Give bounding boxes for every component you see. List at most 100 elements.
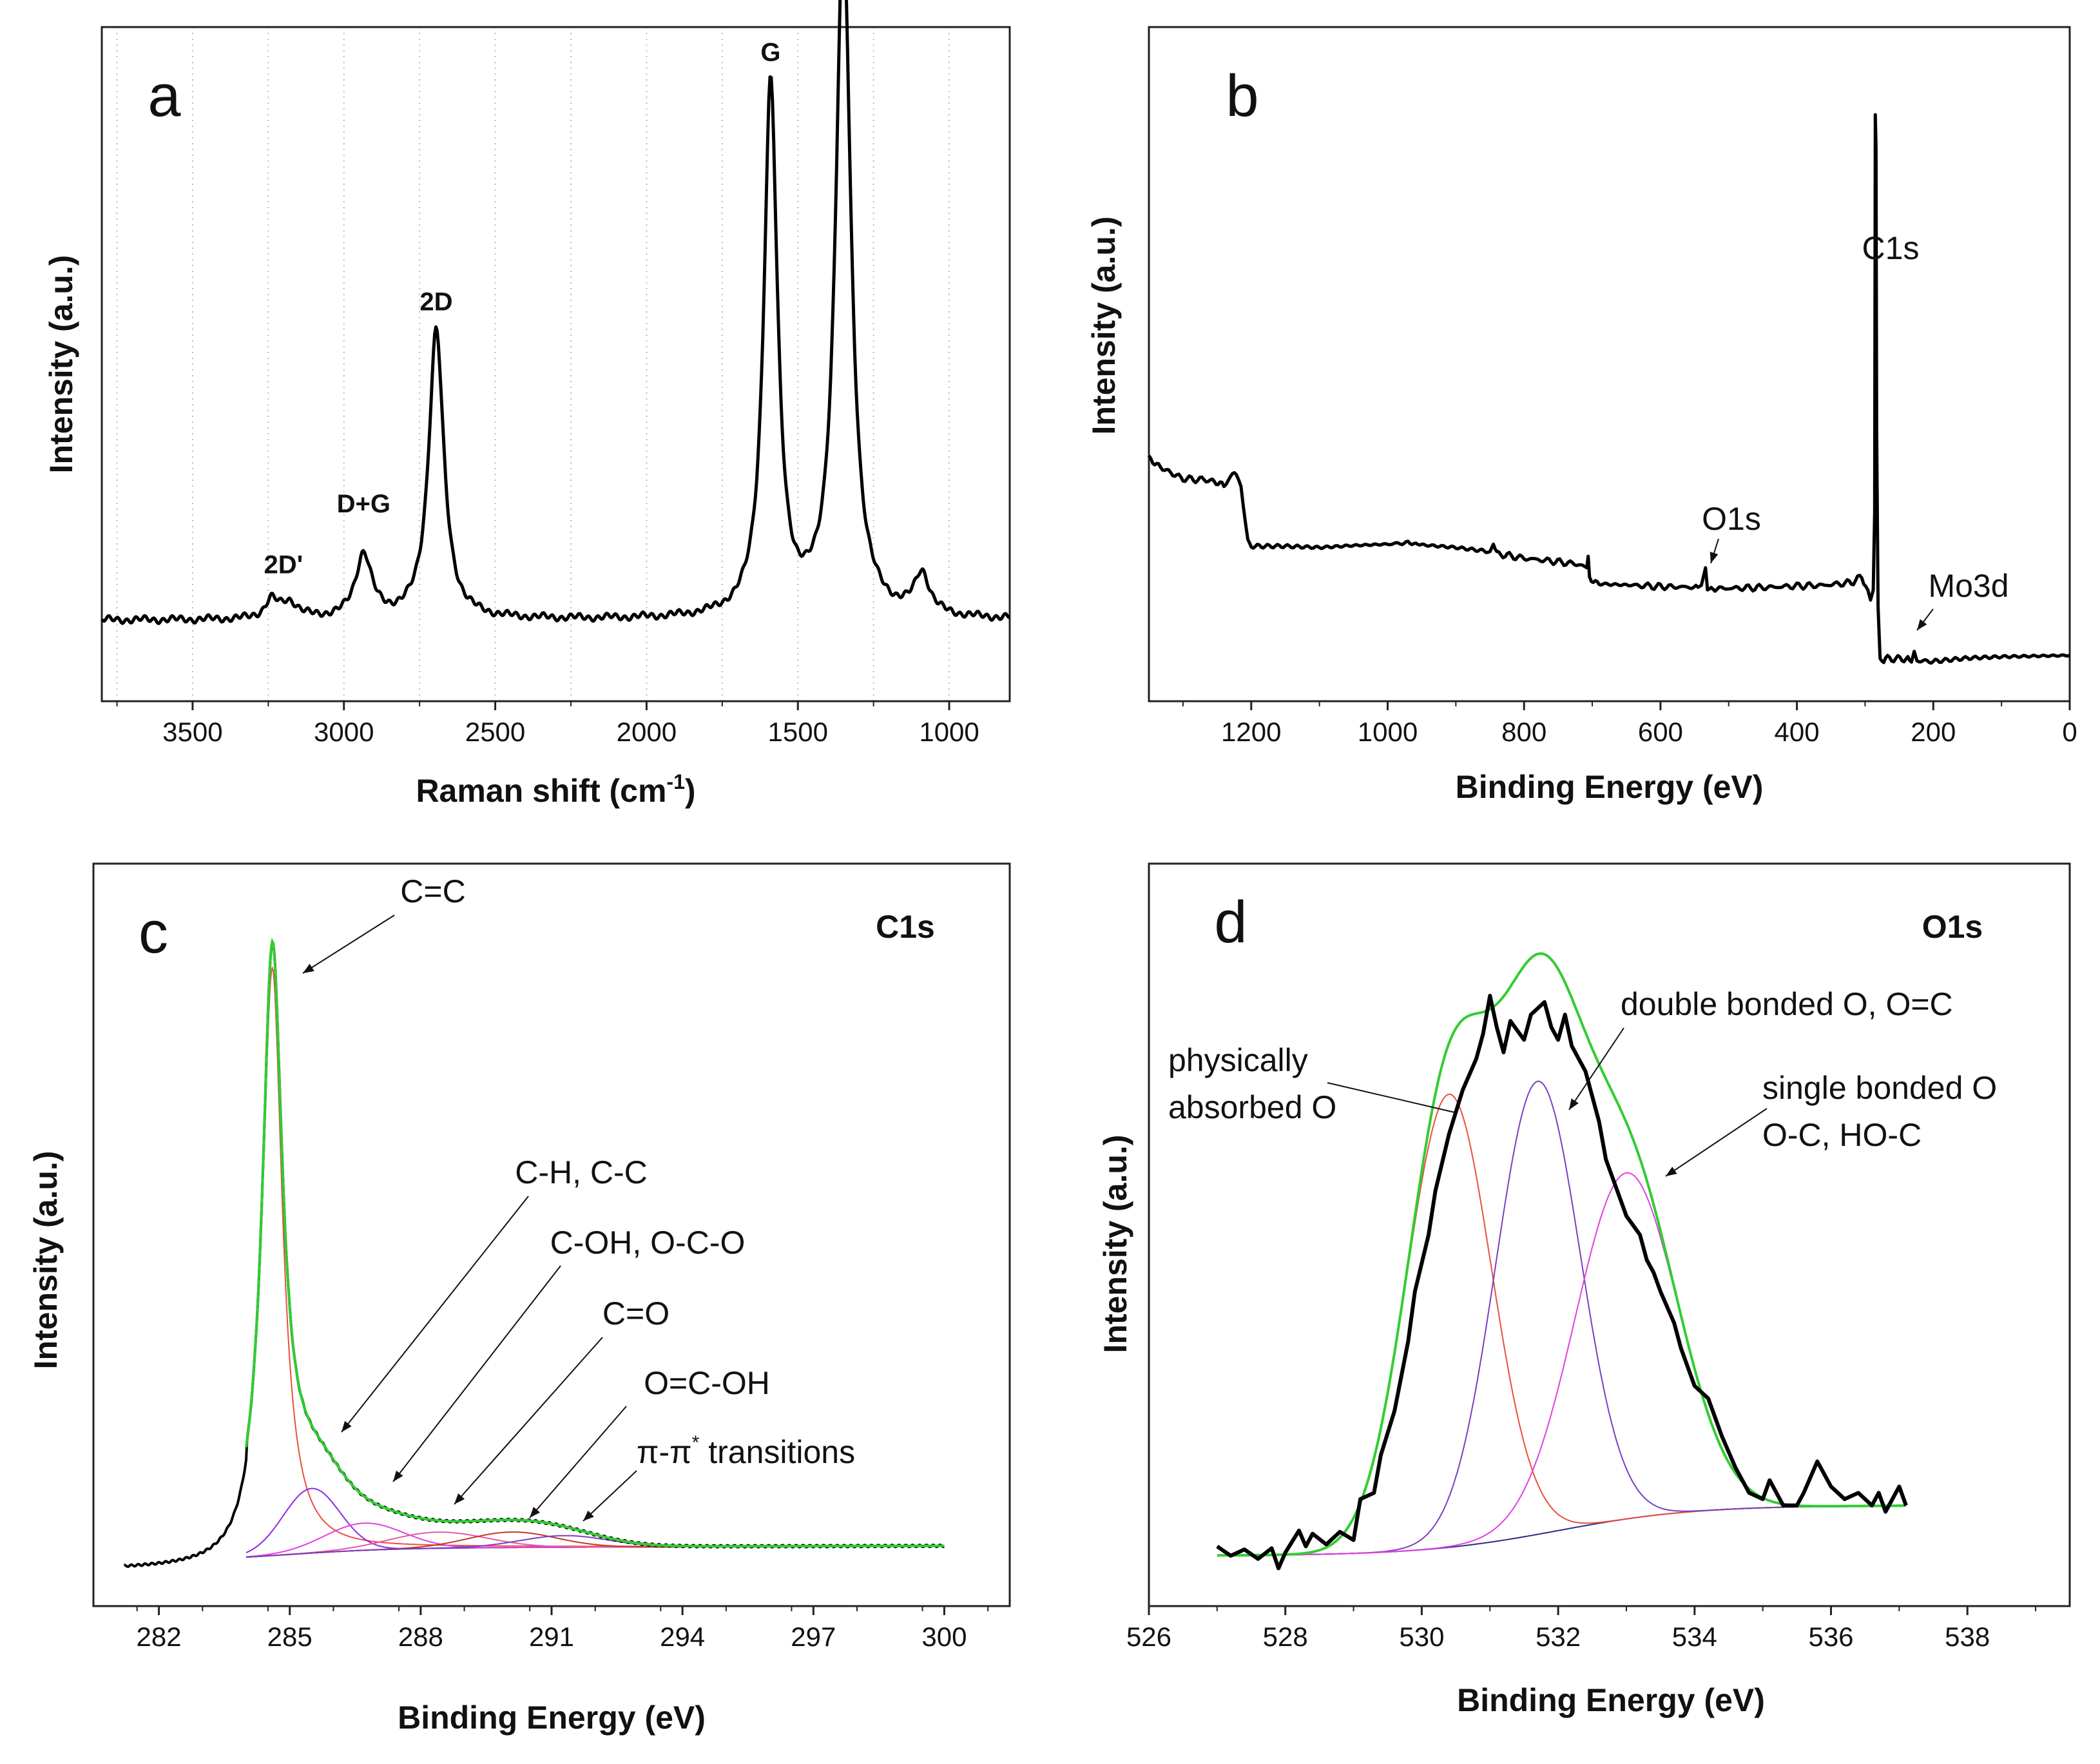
c-annotation-pipi-main: π-π: [637, 1434, 692, 1470]
c-series-envelope: [245, 937, 945, 1548]
c-series-experimental: [124, 939, 945, 1568]
c-arrow-chcc-line: [341, 1196, 529, 1433]
a-xlabel-sup: -1: [666, 770, 684, 793]
d-xtick-label: 532: [1536, 1622, 1581, 1652]
c-annotation-cc: C=C: [400, 873, 465, 909]
c-xtick-label: 294: [660, 1622, 705, 1652]
c-arrow-pipi-head: [583, 1510, 594, 1521]
d-xtick-label: 530: [1399, 1622, 1444, 1652]
b-xtick-label: 0: [2062, 717, 2077, 747]
d-xtick-label: 534: [1672, 1622, 1717, 1652]
d-ylabel: Intensity (a.u.): [1097, 1135, 1133, 1353]
d-annotation-phys-1: physically: [1168, 1042, 1308, 1078]
d-arrow-double-line: [1568, 1027, 1624, 1110]
c-arrow-co-head: [454, 1493, 465, 1504]
panel-d-o1s: 526 528 530 532 534 536 538 physically absorbed …: [1097, 862, 2071, 1718]
c-arrow-co-line: [454, 1337, 603, 1505]
c-annotation-co: C=O: [602, 1295, 669, 1332]
a-peak-label-2: 2D: [419, 287, 452, 316]
d-xtick-label: 526: [1126, 1622, 1171, 1652]
panel-c-c1s: 282 285 288 291 294 297 300 C=C C-H, C-C C-OH, O-…: [28, 862, 1011, 1736]
b-arrow-o1s-head: [1710, 552, 1719, 563]
d-annotation-single-2: O-C, HO-C: [1762, 1117, 1922, 1153]
c-series-component-1: [246, 1488, 945, 1553]
d-series-envelope: [1217, 952, 1906, 1557]
c-arrow-ocoh-line: [529, 1406, 627, 1518]
b-ylabel: Intensity (a.u.): [1086, 217, 1122, 435]
d-arrow-single-head: [1666, 1167, 1677, 1176]
c-annotation-ocoh: O=C-OH: [644, 1365, 770, 1401]
d-xtick-label: 538: [1945, 1622, 1990, 1652]
c-xtick-label: 288: [398, 1622, 443, 1652]
b-annotation-mo3d: Mo3d: [1928, 568, 2008, 604]
c-annotation-coh: C-OH, O-C-O: [550, 1225, 746, 1261]
b-xtick-label: 1000: [1358, 717, 1418, 747]
c-panel-letter: c: [139, 900, 168, 965]
d-plot-frame: [1148, 862, 2071, 1607]
c-arrow-cc-line: [302, 915, 395, 974]
b-annotation-o1s: O1s: [1702, 501, 1761, 537]
a-ylabel: Intensity (a.u.): [43, 255, 79, 474]
a-xtick-label: 1000: [919, 717, 979, 747]
a-peak-label-3: G: [760, 38, 780, 66]
a-xtick-label: 2500: [465, 717, 525, 747]
a-panel-letter: a: [148, 63, 181, 129]
d-xtick-label: 536: [1808, 1622, 1853, 1652]
a-plot-frame: [101, 26, 1011, 703]
b-xtick-label: 200: [1911, 717, 1956, 747]
d-series-component-2: [1251, 1172, 1906, 1556]
d-arrow-single-line: [1665, 1108, 1768, 1177]
c-xtick-label: 291: [529, 1622, 574, 1652]
b-xtick-label: 800: [1501, 717, 1546, 747]
c-annotation-pipi-sup: *: [692, 1432, 700, 1453]
c-arrow-pipi-line: [583, 1470, 637, 1522]
b-xtick-label: 1200: [1221, 717, 1281, 747]
d-corner-label: O1s: [1922, 909, 1983, 945]
c-annotation-chcc: C-H, C-C: [515, 1154, 648, 1190]
b-panel-letter: b: [1226, 63, 1258, 129]
c-xlabel: Binding Energy (eV): [398, 1700, 706, 1736]
d-xlabel: Binding Energy (eV): [1457, 1682, 1765, 1718]
a-xtick-label: 3000: [314, 717, 374, 747]
c-xtick-label: 285: [267, 1622, 313, 1652]
b-xtick-label: 600: [1638, 717, 1683, 747]
a-xtick-label: 2000: [617, 717, 677, 747]
d-arrow-double-head: [1569, 1098, 1579, 1110]
c-arrow-ocoh-head: [530, 1507, 540, 1518]
panel-a-raman: 3500300025002000150010002D'D+G2DGDaRaman…: [43, 0, 1011, 809]
c-xtick-label: 282: [137, 1622, 182, 1652]
b-plot-frame: [1148, 26, 2071, 703]
b-annotation-c1s: C1s: [1862, 230, 1920, 266]
b-xlabel: Binding Energy (eV): [1456, 769, 1764, 805]
c-ylabel: Intensity (a.u.): [28, 1151, 64, 1370]
b-xtick-label: 400: [1775, 717, 1820, 747]
c-arrow-coh-head: [393, 1470, 403, 1482]
panel-b-xps-survey: 1200 1000 800 600 400 200 0 b C1s O1s Mo3d Binding …: [1086, 26, 2077, 805]
c-annotation-pipi-rest: transitions: [699, 1434, 855, 1470]
d-annotation-double: double bonded O, O=C: [1621, 986, 1953, 1022]
c-xtick-label: 300: [921, 1622, 967, 1652]
a-series-raman: [101, 0, 1011, 625]
a-peak-label-1: D+G: [337, 490, 390, 518]
d-panel-letter: d: [1214, 889, 1247, 955]
d-annotation-single-1: single bonded O: [1762, 1070, 1997, 1106]
b-series-survey: [1147, 113, 2070, 665]
a-xtick-label: 1500: [768, 717, 828, 747]
c-arrow-coh-line: [392, 1265, 561, 1482]
d-leader-phys: [1327, 1082, 1458, 1114]
a-peak-label-0: 2D': [264, 550, 303, 579]
a-xlabel-end: ): [685, 773, 696, 809]
b-arrow-mo3d-head: [1917, 619, 1927, 630]
c-arrow-chcc-head: [342, 1420, 352, 1432]
c-xtick-label: 297: [791, 1622, 836, 1652]
a-xtick-label: 3500: [162, 717, 222, 747]
a-xlabel-main: Raman shift (cm: [416, 773, 666, 809]
c-series-component-2: [246, 1522, 945, 1558]
c-arrow-cc-head: [303, 964, 314, 973]
d-annotation-phys-2: absorbed O: [1168, 1089, 1336, 1125]
d-series-experimental: [1216, 994, 1908, 1571]
c-annotation-pipi: π-π* transitions: [637, 1432, 855, 1470]
c-corner-label: C1s: [876, 909, 935, 945]
a-xlabel: Raman shift (cm-1): [416, 770, 695, 809]
d-series-background: [1251, 1505, 1906, 1556]
